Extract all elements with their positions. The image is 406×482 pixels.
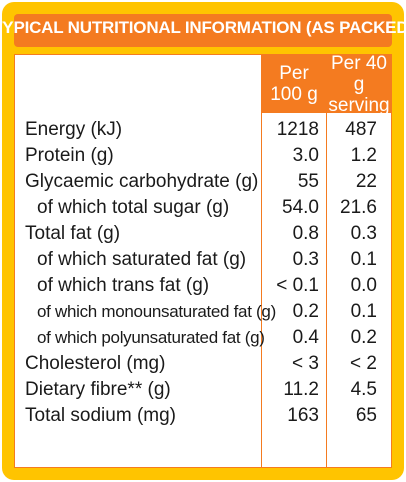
table-row: Protein (g) 3.0 1.2 bbox=[15, 143, 391, 169]
header-per-100g-line1: Per bbox=[279, 63, 309, 84]
table-title-text: TYPICAL NUTRITIONAL INFORMATION (AS PACK… bbox=[0, 18, 406, 37]
table-row: of which polyunsaturated fat (g) 0.4 0.2 bbox=[15, 325, 391, 351]
row-value-per-100g: 54.0 bbox=[282, 197, 319, 218]
table-row: of which saturated fat (g) 0.3 0.1 bbox=[15, 247, 391, 273]
table-row: Total sodium (mg) 163 65 bbox=[15, 403, 391, 429]
row-value-per-100g: 55 bbox=[297, 171, 319, 192]
row-label: of which saturated fat (g) bbox=[37, 249, 247, 270]
table-row: Energy (kJ) 1218 487 bbox=[15, 117, 391, 143]
table-row: of which trans fat (g) < 0.1 0.0 bbox=[15, 273, 391, 299]
row-value-per-100g: < 0.1 bbox=[276, 275, 319, 296]
table-title: TYPICAL NUTRITIONAL INFORMATION (AS PACK… bbox=[0, 2, 406, 54]
table-row: Dietary fibre** (g) 11.2 4.5 bbox=[15, 377, 391, 403]
row-value-per-serving: < 2 bbox=[350, 353, 377, 374]
row-label: Protein (g) bbox=[25, 145, 114, 166]
row-value-per-serving: 0.3 bbox=[350, 223, 377, 244]
row-label: of which total sugar (g) bbox=[37, 197, 230, 218]
row-value-per-100g: 0.4 bbox=[292, 327, 319, 348]
table-row: Total fat (g) 0.8 0.3 bbox=[15, 221, 391, 247]
column-divider bbox=[261, 55, 262, 467]
row-label: Energy (kJ) bbox=[25, 119, 123, 140]
table-row: of which total sugar (g) 54.0 21.6 bbox=[15, 195, 391, 221]
row-value-per-serving: 22 bbox=[355, 171, 377, 192]
table-row: Glycaemic carbohydrate (g) 55 22 bbox=[15, 169, 391, 195]
nutrition-table: Per 100 g Per 40 g serving Energy (kJ) 12… bbox=[14, 52, 392, 468]
header-per-100g-line2: 100 g bbox=[270, 84, 318, 105]
row-value-per-100g: 163 bbox=[287, 405, 319, 426]
row-value-per-100g: 1218 bbox=[276, 119, 319, 140]
table-row: Cholesterol (mg) < 3 < 2 bbox=[15, 351, 391, 377]
row-value-per-serving: 0.2 bbox=[350, 327, 377, 348]
header-blank-cell bbox=[15, 55, 261, 113]
row-label: Glycaemic carbohydrate (g) bbox=[25, 171, 259, 192]
row-label: of which trans fat (g) bbox=[37, 275, 210, 296]
title-band bbox=[14, 14, 392, 47]
row-value-per-100g: 3.0 bbox=[292, 145, 319, 166]
table-row: of which monounsaturated fat (g) 0.2 0.1 bbox=[15, 299, 391, 325]
row-value-per-serving: 65 bbox=[355, 405, 377, 426]
row-value-per-serving: 0.1 bbox=[350, 301, 377, 322]
row-value-per-100g: 0.3 bbox=[292, 249, 319, 270]
row-value-per-serving: 21.6 bbox=[340, 197, 377, 218]
row-label: of which polyunsaturated fat (g) bbox=[37, 328, 265, 347]
header-per-100g: Per 100 g bbox=[262, 55, 326, 113]
table-header: Per 100 g Per 40 g serving bbox=[15, 52, 391, 116]
row-value-per-100g: < 3 bbox=[292, 353, 319, 374]
row-value-per-100g: 11.2 bbox=[283, 379, 319, 400]
row-value-per-serving: 4.5 bbox=[350, 379, 377, 400]
header-per-serving-line2: serving bbox=[328, 94, 390, 116]
row-label: Total fat (g) bbox=[25, 223, 121, 244]
row-value-per-serving: 0.0 bbox=[350, 275, 377, 296]
row-label: Cholesterol (mg) bbox=[25, 353, 166, 374]
row-label: of which monounsaturated fat (g) bbox=[37, 302, 276, 321]
row-label: Total sodium (mg) bbox=[25, 405, 176, 426]
row-value-per-serving: 487 bbox=[345, 119, 377, 140]
header-per-serving-line1: Per 40 g bbox=[331, 52, 387, 95]
row-value-per-serving: 0.1 bbox=[350, 249, 377, 270]
row-value-per-100g: 0.8 bbox=[292, 223, 319, 244]
row-value-per-100g: 0.2 bbox=[292, 301, 319, 322]
column-divider bbox=[326, 55, 327, 467]
header-per-serving: Per 40 g serving bbox=[327, 52, 391, 116]
row-value-per-serving: 1.2 bbox=[350, 145, 377, 166]
row-label: Dietary fibre** (g) bbox=[25, 379, 171, 400]
